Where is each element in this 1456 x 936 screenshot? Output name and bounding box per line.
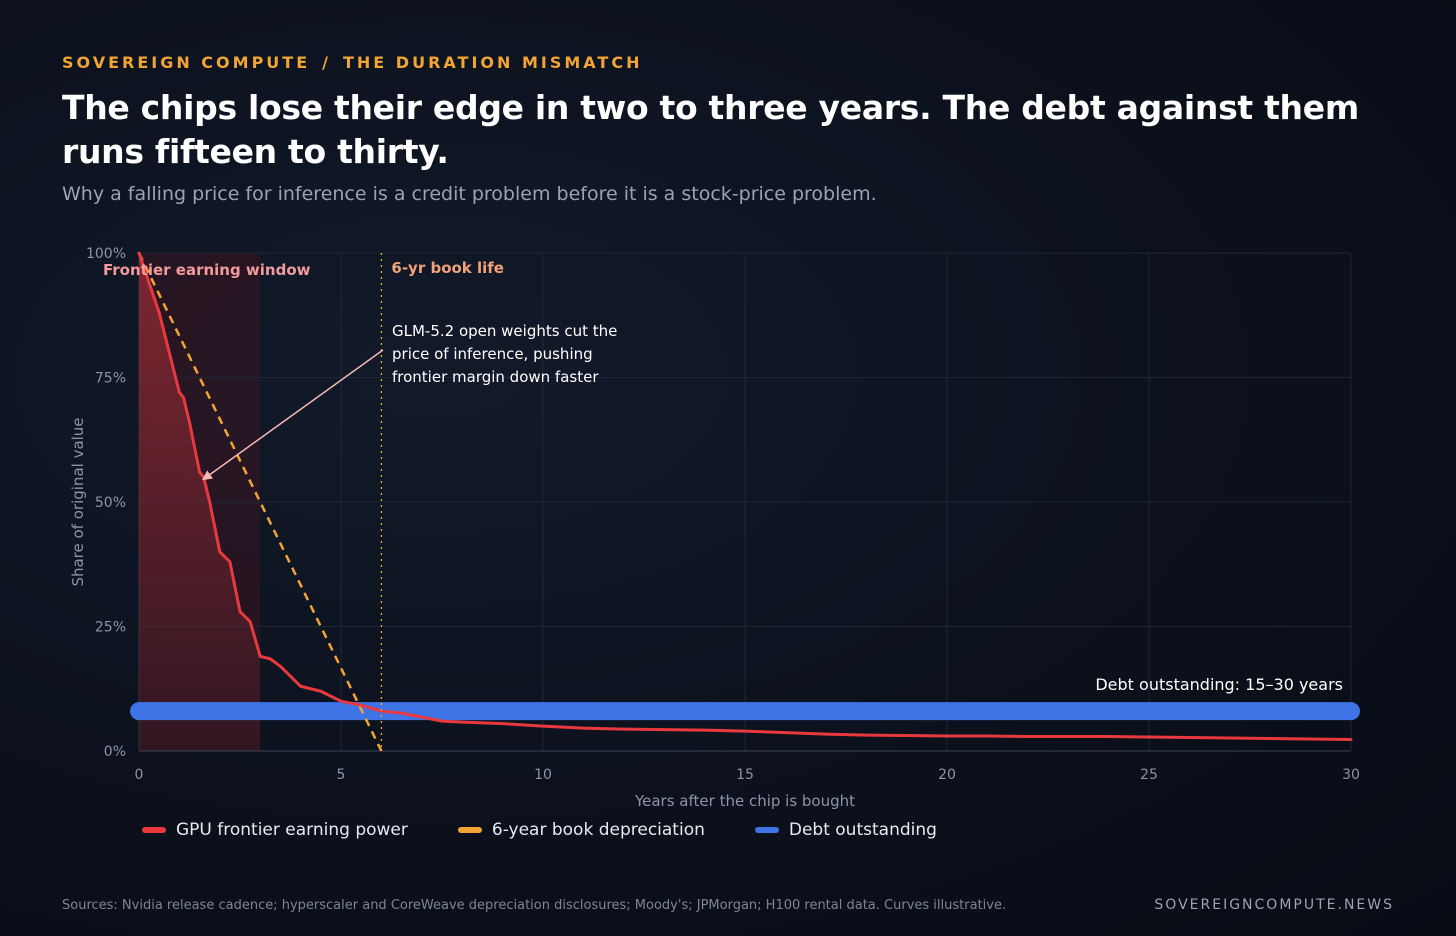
y-axis-title: Share of original value [69,417,87,586]
kicker: SOVEREIGN COMPUTE / THE DURATION MISMATCH [62,53,642,72]
legend-swatch-depreciation [457,827,482,833]
area-layer [139,253,261,751]
y-tick-label: 75% [95,371,126,387]
book-life-label: 6-yr book life [391,259,504,277]
grid-layer [138,252,1352,752]
sources-note: Sources: Nvidia release cadence; hypersc… [62,898,1007,913]
x-tick-label: 5 [337,767,346,783]
legend-label-earning: GPU frontier earning power [176,820,408,840]
x-tick-label: 25 [1140,767,1158,783]
glm-annotation-line: frontier margin down faster [392,368,599,386]
kicker-topic: THE DURATION MISMATCH [342,53,643,72]
chart-subtitle: Why a falling price for inference is a c… [62,183,877,205]
chart-title: The chips lose their edge in two to thre… [62,88,1359,171]
legend-label-depreciation: 6-year book depreciation [491,820,705,840]
x-tick-label: 20 [938,767,956,783]
x-tick-label: 15 [736,767,754,783]
legend-label-debt: Debt outstanding [788,820,937,840]
legend-item-earning: GPU frontier earning power [142,820,408,840]
y-tick-label: 25% [95,620,126,636]
y-tick-label: 0% [104,744,126,760]
frontier-window-label: Frontier earning window [103,261,311,279]
x-tick-label: 0 [135,767,144,783]
glm-annotation-line: price of inference, pushing [392,345,593,363]
x-tick-label: 30 [1342,767,1360,783]
glm-annotation-line: GLM-5.2 open weights cut the [392,322,617,340]
legend-swatch-debt [754,827,779,833]
glm-annotation-arrow [201,349,384,481]
x-axis-title: Years after the chip is bought [634,792,855,810]
chart-legend: GPU frontier earning power 6-year book d… [142,820,987,840]
legend-item-depreciation: 6-year book depreciation [457,820,705,840]
annotation-layer: 6-yr book life Frontier earning window GLM… [103,253,1343,751]
legend-item-debt: Debt outstanding [754,820,937,840]
kicker-section: SOVEREIGN COMPUTE [62,53,311,72]
kicker-separator: / [322,53,331,72]
ticks-layer: 0 5 10 15 20 25 30 0% 25% 50% 75% 100% Years after t… [69,246,1360,810]
debt-band-label: Debt outstanding: 15–30 years [1095,675,1343,694]
y-tick-label: 50% [95,495,126,511]
brand-url: SOVEREIGNCOMPUTE.NEWS [1154,897,1394,913]
y-tick-label: 100% [86,246,126,262]
earning-area-fill [139,253,261,751]
legend-swatch-earning [142,827,166,833]
earning-power-line [137,251,1353,742]
x-tick-label: 10 [534,767,552,783]
lines-layer [130,251,1360,752]
